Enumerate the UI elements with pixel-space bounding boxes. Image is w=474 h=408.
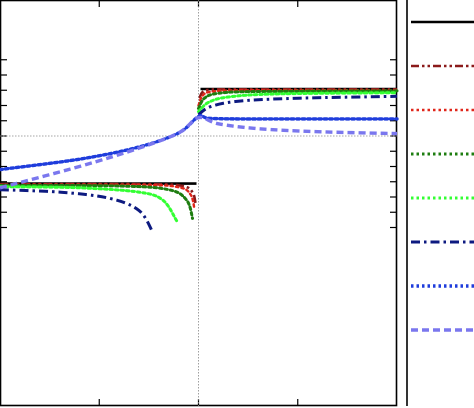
series-s8 [0,115,398,190]
series-s4-left-branch [0,183,194,220]
series-s2-right-branch [198,87,397,99]
legend [406,0,474,406]
series-s6 [0,94,398,234]
reference-lines [0,0,397,406]
series-s5 [0,91,399,223]
series-s5-right-branch [197,91,399,114]
series-s6-right-branch [197,94,398,116]
series-s5-left-branch [0,185,179,223]
series-s4 [0,89,399,220]
series-s8-line [0,115,398,190]
series-s6-left-branch [0,188,155,234]
series-s4-right-branch [197,89,399,110]
series-layer [0,87,399,234]
